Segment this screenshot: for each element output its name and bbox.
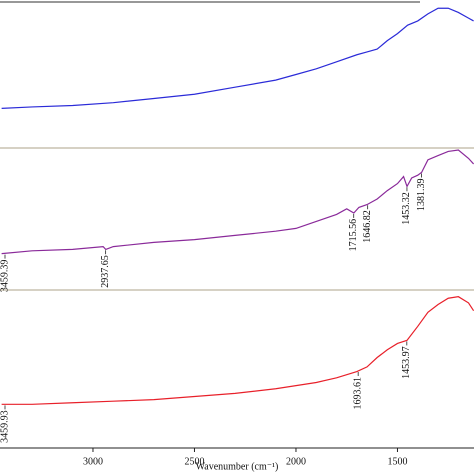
- peak-label: 1453.32: [401, 192, 412, 225]
- spectrum-line: [1, 7, 474, 109]
- peak-label: 1381.39: [416, 178, 427, 211]
- spectrum-line: [1, 296, 474, 405]
- x-tick-label: 2000: [286, 456, 306, 467]
- peak-label: 1693.61: [352, 377, 363, 410]
- x-tick-label: 2500: [184, 456, 204, 467]
- x-tick-label: 3000: [83, 456, 103, 467]
- spectrum-line: [1, 149, 474, 255]
- x-tick-label: 1500: [387, 456, 407, 467]
- peak-label: 3459.93: [0, 410, 10, 443]
- peak-label: 2937.65: [100, 255, 111, 288]
- peak-label: 1646.82: [362, 210, 373, 243]
- x-axis-label: Wavenumber (cm⁻¹): [196, 461, 279, 472]
- peak-label: 1453.97: [401, 346, 412, 379]
- peak-label: 1715.56: [348, 219, 359, 252]
- peak-label: 3459.39: [0, 260, 10, 293]
